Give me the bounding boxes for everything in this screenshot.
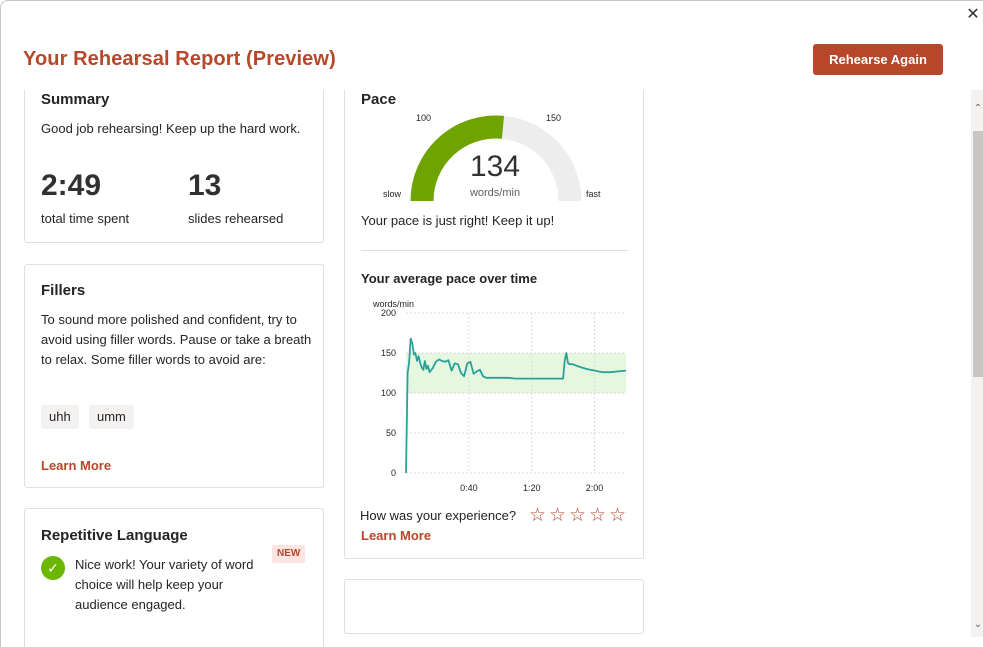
x-tick-label: 0:40 (460, 483, 478, 493)
pace-message: Your pace is just right! Keep it up! (361, 213, 555, 228)
close-icon[interactable]: ✕ (966, 6, 980, 23)
fillers-learn-more-link[interactable]: Learn More (41, 458, 112, 473)
rating-star-5[interactable]: ☆ (609, 505, 627, 526)
y-tick-label: 150 (381, 348, 396, 358)
filler-word-chip: umm (89, 405, 134, 429)
pace-card: Pace Your pace is just right! Keep it up… (344, 90, 644, 559)
rating-star-1[interactable]: ☆ (529, 505, 547, 526)
fillers-card: Fillers To sound more polished and confi… (24, 264, 324, 488)
gauge-fast-label: fast (586, 189, 601, 199)
pace-learn-more-link[interactable]: Learn More (361, 528, 432, 543)
checkmark-icon: ✓ (41, 556, 65, 580)
pace-gauge (410, 115, 582, 202)
pace-divider (361, 250, 628, 251)
gauge-unit: words/min (469, 187, 521, 199)
summary-card: Summary Good job rehearsing! Keep up the… (24, 90, 324, 243)
pace-chart-title: Your average pace over time (361, 271, 538, 286)
rating-prompt: How was your experience? (360, 508, 517, 523)
report-content: Summary Good job rehearsing! Keep up the… (1, 90, 971, 647)
scroll-up-icon[interactable]: ⌃ (973, 103, 983, 114)
y-tick-label: 50 (386, 428, 396, 438)
scroll-down-icon[interactable]: ⌄ (973, 619, 983, 630)
pace-series-line (405, 337, 627, 474)
y-tick-label: 100 (381, 388, 396, 398)
slides-rehearsed-value: 13 (188, 169, 222, 202)
filler-word-chip: uhh (41, 405, 79, 429)
chart-ylabel: words/min (372, 299, 414, 309)
target-pace-band (406, 353, 626, 393)
gauge-fill (410, 115, 505, 202)
y-tick-label: 200 (381, 308, 396, 318)
pace-over-time-chart: words/min 0 50 100 150 200 0:40 1:20 2:00 (372, 299, 627, 493)
rating-star-3[interactable]: ☆ (569, 505, 587, 526)
summary-title: Summary (41, 91, 110, 108)
fillers-message: To sound more polished and confident, tr… (41, 312, 312, 367)
scrollbar-thumb[interactable] (973, 131, 983, 377)
slides-rehearsed-label: slides rehearsed (188, 211, 284, 226)
new-badge: NEW (272, 545, 306, 563)
rating-star-2[interactable]: ☆ (549, 505, 567, 526)
gauge-max-tick: 150 (546, 113, 562, 123)
x-tick-label: 1:20 (523, 483, 541, 493)
x-tick-label: 2:00 (586, 483, 604, 493)
repetitive-language-card: Repetitive Language Nice work! Your vari… (24, 508, 324, 647)
fillers-title: Fillers (41, 282, 86, 299)
repetitive-language-title: Repetitive Language (41, 527, 188, 544)
y-tick-label: 0 (391, 468, 396, 478)
gauge-min-tick: 100 (416, 113, 432, 123)
page-title: Your Rehearsal Report (Preview) (23, 48, 336, 70)
pace-title: Pace (361, 91, 397, 108)
total-time-label: total time spent (41, 211, 130, 226)
rating-star-4[interactable]: ☆ (589, 505, 607, 526)
repetitive-language-message: Nice work! Your variety of word choice w… (75, 557, 254, 612)
gauge-value: 134 (469, 150, 521, 183)
summary-message: Good job rehearsing! Keep up the hard wo… (41, 121, 301, 136)
total-time-value: 2:49 (41, 169, 102, 202)
rating-card (344, 579, 644, 634)
rehearse-again-button[interactable]: Rehearse Again (813, 44, 943, 75)
gauge-slow-label: slow (383, 189, 402, 199)
